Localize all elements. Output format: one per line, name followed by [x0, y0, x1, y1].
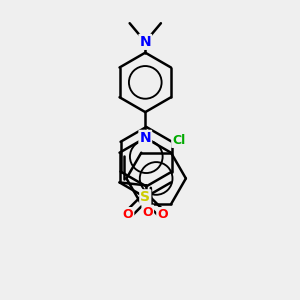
Text: O: O: [123, 208, 133, 221]
Text: S: S: [140, 190, 150, 204]
Text: N: N: [140, 131, 151, 145]
Text: O: O: [157, 208, 168, 221]
Text: Cl: Cl: [172, 134, 185, 147]
Text: N: N: [140, 35, 151, 49]
Text: O: O: [142, 206, 153, 219]
